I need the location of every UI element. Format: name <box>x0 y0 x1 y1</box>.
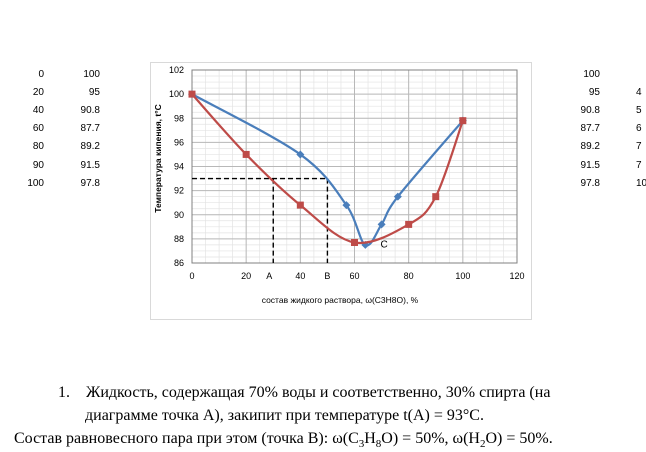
x-tick-label: 40 <box>295 271 305 281</box>
series-1-point <box>188 90 196 98</box>
left-table-cell: 97.8 <box>80 177 100 189</box>
plot-frame <box>191 69 518 264</box>
left-table-cell: 60 <box>32 123 44 135</box>
right-table-cell: 95 <box>588 87 600 99</box>
right-table-cell: 97.8 <box>580 177 600 189</box>
left-table-cell: 80 <box>32 141 44 153</box>
line-3-sub-2: 8 <box>375 438 382 451</box>
left-table-cell: 95 <box>88 87 100 99</box>
x-axis-label: состав жидкого раствора, ω(C3H8O), % <box>262 295 419 305</box>
text-line-3: Состав равновесного пара при этом (точка… <box>14 430 553 450</box>
y-tick-label: 94 <box>174 162 184 172</box>
boiling-point-chart: 0 20 40 60 80 100 120 86 88 90 92 94 96 98 100 102 соста… <box>150 62 532 320</box>
right-table-cell: 6 <box>636 123 642 135</box>
y-tick-label: 100 <box>169 89 184 99</box>
y-tick-label: 102 <box>169 65 184 75</box>
x-tick-label: 0 <box>189 271 194 281</box>
left-table-cell: 89.2 <box>80 141 100 153</box>
y-tick-label: 90 <box>174 210 184 220</box>
x-tick-label: 20 <box>241 271 251 281</box>
line-1-text: Жидкость, содержащая 70% воды и соответс… <box>86 384 551 401</box>
y-tick-label: 88 <box>174 234 184 244</box>
left-table-cell: 87.7 <box>80 123 100 135</box>
left-table-cell: 90 <box>32 159 44 171</box>
x-tick-label: 120 <box>509 271 524 281</box>
line-3-part-c: O) = 50%, ω(H <box>381 430 480 447</box>
right-table-cell: 100 <box>583 69 600 80</box>
line-2-text: диаграмме точка А), закипит при температ… <box>85 407 484 424</box>
y-tick-label: 86 <box>174 258 184 268</box>
right-table-cell: 89.2 <box>580 141 600 153</box>
y-tick-label: 98 <box>174 113 184 123</box>
y-tick-label: 92 <box>174 186 184 196</box>
left-table-cell: 91.5 <box>80 159 100 171</box>
left-table-cell: 100 <box>27 177 44 189</box>
right-table-cell: 87.7 <box>580 123 600 135</box>
right-table-cell: 90.8 <box>580 105 600 117</box>
text-line-1: 1. Жидкость, содержащая 70% воды и соотв… <box>58 384 550 402</box>
text-line-2: диаграмме точка А), закипит при температ… <box>85 407 484 425</box>
series-1-point <box>351 238 358 246</box>
x-tick-label: 60 <box>349 271 359 281</box>
series-0-point <box>296 150 305 159</box>
left-table-cell: 90.8 <box>80 105 100 117</box>
right-table-cell: 4 <box>636 87 642 99</box>
chart-svg: 0 20 40 60 80 100 120 86 88 90 92 94 96 98 100 102 соста… <box>150 62 532 320</box>
series-0-point <box>377 220 386 229</box>
series-0-point <box>393 192 402 201</box>
series-1-point <box>405 220 413 228</box>
point-a-label: A <box>266 271 272 281</box>
left-table-cell: 40 <box>32 105 44 117</box>
point-b-label: B <box>324 271 330 281</box>
left-table-cell: 0 <box>38 69 44 80</box>
right-table-cell: 7 <box>636 141 642 153</box>
right-table-cell: 10 <box>636 177 646 189</box>
series-1-point <box>432 193 440 201</box>
left-table-cell: 20 <box>32 87 44 99</box>
line-3-sub-3: 2 <box>479 438 486 451</box>
series-0-point <box>342 201 351 210</box>
line-3-part-d: O) = 50%. <box>485 430 553 447</box>
line-3-sub-1: 3 <box>358 438 365 451</box>
line-3-part-b: H <box>364 430 376 447</box>
right-table-cell: 5 <box>636 105 642 117</box>
series-1-point <box>296 201 304 209</box>
y-tick-label: 96 <box>174 137 184 147</box>
line-3-part-a: Состав равновесного пара при этом (точка… <box>14 430 359 447</box>
x-tick-label: 80 <box>404 271 414 281</box>
right-table-cell: 91.5 <box>580 159 600 171</box>
series-1-point <box>242 150 250 158</box>
list-number: 1. <box>58 384 70 401</box>
x-tick-label: 100 <box>455 271 470 281</box>
point-c-label: C <box>381 240 388 251</box>
y-axis-label: Температура кипения, t°C <box>153 104 163 212</box>
series-1-point <box>459 117 467 125</box>
right-table-cell: 7 <box>636 159 642 171</box>
left-table-cell: 100 <box>83 69 100 80</box>
